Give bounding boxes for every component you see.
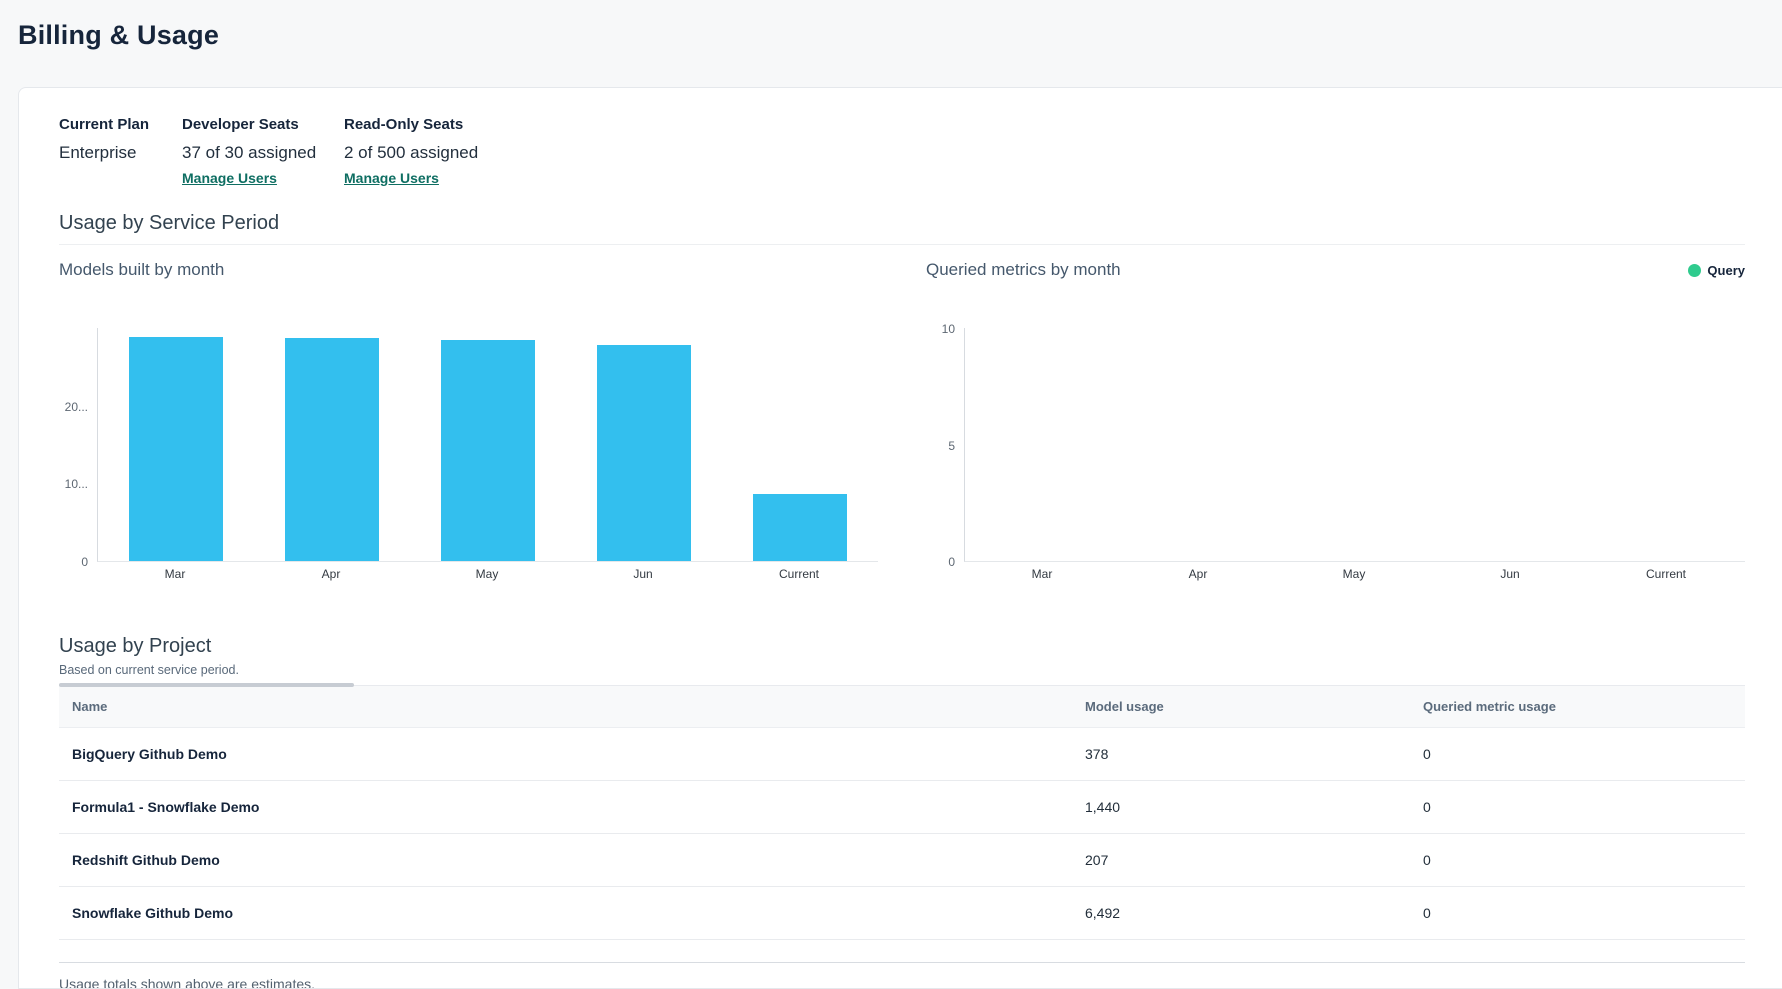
chart-title: Queried metrics by month [926, 260, 1121, 279]
bar-may [441, 339, 535, 561]
x-axis-label: Jun [1500, 567, 1520, 581]
cell-queried-metric-usage: 0 [1423, 833, 1745, 887]
readonly-seats-label: Read-Only Seats [344, 116, 464, 133]
cell-queried-metric-usage: 0 [1423, 886, 1745, 940]
y-axis-tick: 0 [81, 555, 88, 569]
x-axis-label: Apr [321, 567, 341, 581]
legend-dot-icon [1688, 263, 1702, 277]
cell-model-usage: 207 [1085, 833, 1423, 887]
legend-label: Query [1707, 262, 1745, 278]
project-section-subtitle: Based on current service period. [59, 663, 239, 677]
charts-row: Models built by month 0 10... 20... Mar Apr… [59, 258, 1745, 585]
plot-area: 0 10... 20... Mar Apr May Jun Current [65, 328, 878, 585]
readonly-seats-value: 2 of 500 assigned [344, 143, 479, 162]
x-axis-label: Apr [1188, 567, 1208, 581]
y-axis-tick: 10 [941, 322, 955, 336]
chart-header: Models built by month [59, 258, 878, 282]
x-axis: Mar Apr May Jun Current [964, 567, 1745, 585]
readonly-seats-block: Read-Only Seats 2 of 500 assigned Manage… [344, 116, 478, 186]
cell-project-name: BigQuery Github Demo [59, 727, 1085, 781]
table-row: BigQuery Github Demo 378 0 [59, 727, 1745, 781]
usage-table-body: BigQuery Github Demo 378 0 Formula1 - Snowf… [59, 727, 1745, 940]
table-row: Redshift Github Demo 207 0 [59, 833, 1745, 887]
page-header: Billing & Usage [0, 0, 1782, 87]
bottom-divider [59, 961, 1745, 963]
x-axis-label: May [475, 567, 499, 581]
developer-seats-label: Developer Seats [182, 116, 299, 133]
y-axis-tick: 10... [64, 477, 88, 492]
usage-section-title: Usage by Service Period [59, 212, 280, 234]
cell-model-usage: 6,492 [1085, 886, 1423, 940]
x-axis-label: Current [1645, 567, 1686, 581]
plot-area: 0 5 10 Mar Apr May Jun Current [942, 322, 1745, 585]
plot [97, 328, 878, 562]
usage-table-container: Name Model usage Queried metric usage Bi… [59, 683, 1745, 962]
section-divider [59, 244, 1745, 245]
page-title: Billing & Usage [18, 20, 220, 50]
cell-project-name: Redshift Github Demo [59, 833, 1085, 887]
column-header-name: Name [59, 686, 1085, 728]
current-plan-label: Current Plan [59, 116, 150, 133]
horizontal-scrollbar[interactable] [59, 683, 354, 687]
developer-seats-block: Developer Seats 37 of 30 assigned Manage… [182, 116, 344, 186]
column-header-queried-metric-usage: Queried metric usage [1423, 686, 1745, 728]
manage-users-link-readonly[interactable]: Manage Users [344, 170, 439, 186]
plot [964, 328, 1745, 562]
bar-apr [285, 338, 379, 561]
current-plan-value: Enterprise [59, 143, 137, 162]
bar-mar [129, 337, 223, 561]
cell-project-name: Formula1 - Snowflake Demo [59, 780, 1085, 834]
developer-seats-value: 37 of 30 assigned [182, 143, 317, 162]
usage-by-project-table: Name Model usage Queried metric usage Bi… [59, 686, 1745, 940]
bar-current [753, 494, 847, 561]
chart-header: Queried metrics by month Query [926, 258, 1745, 282]
models-built-chart: Models built by month 0 10... 20... Mar Apr… [59, 258, 878, 585]
y-axis: 0 10... 20... [59, 328, 93, 569]
table-header-row: Name Model usage Queried metric usage [59, 686, 1745, 728]
usage-estimates-footnote: Usage totals shown above are estimates. [59, 975, 316, 989]
y-axis-tick: 0 [948, 555, 955, 569]
x-axis-label: Current [778, 567, 819, 581]
queried-metrics-chart: Queried metrics by month Query 0 5 10 Mar A… [926, 258, 1745, 585]
manage-users-link-developer[interactable]: Manage Users [182, 170, 277, 186]
x-axis-label: Jun [633, 567, 653, 581]
cell-queried-metric-usage: 0 [1423, 727, 1745, 781]
cell-queried-metric-usage: 0 [1423, 780, 1745, 834]
x-axis-label: Mar [1031, 567, 1053, 581]
cell-project-name: Snowflake Github Demo [59, 886, 1085, 940]
cell-model-usage: 1,440 [1085, 780, 1423, 834]
table-row: Snowflake Github Demo 6,492 0 [59, 886, 1745, 940]
x-axis-label: Mar [164, 567, 186, 581]
x-axis-label: May [1342, 567, 1366, 581]
y-axis-tick: 5 [948, 438, 955, 453]
y-axis: 0 5 10 [926, 322, 960, 569]
x-axis: Mar Apr May Jun Current [97, 567, 878, 585]
cell-model-usage: 378 [1085, 727, 1423, 781]
plan-summary: Current Plan Enterprise Developer Seats … [59, 116, 1745, 186]
y-axis-tick: 20... [64, 399, 88, 414]
project-section-title: Usage by Project [59, 635, 212, 657]
column-header-model-usage: Model usage [1085, 686, 1423, 728]
table-row: Formula1 - Snowflake Demo 1,440 0 [59, 780, 1745, 834]
billing-card: Current Plan Enterprise Developer Seats … [18, 87, 1782, 989]
bar-jun [597, 345, 691, 561]
chart-title: Models built by month [59, 260, 225, 279]
current-plan-block: Current Plan Enterprise [59, 116, 182, 186]
chart-legend-query[interactable]: Query [1688, 263, 1745, 278]
